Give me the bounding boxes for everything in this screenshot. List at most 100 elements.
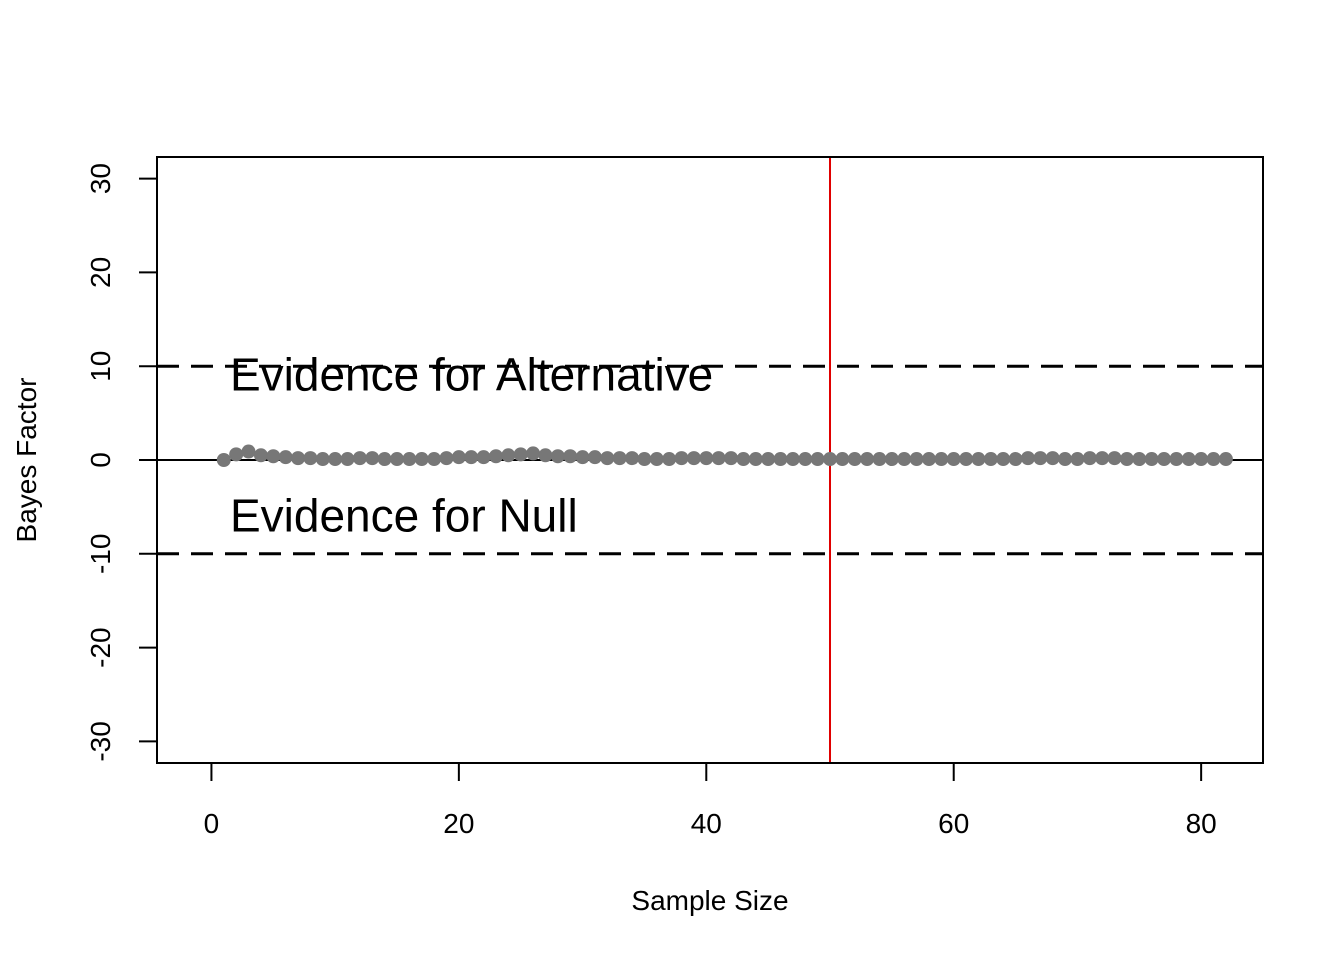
data-point bbox=[513, 447, 528, 462]
data-point bbox=[1045, 451, 1060, 466]
data-point bbox=[897, 452, 912, 467]
y-tick-label: 0 bbox=[85, 452, 116, 468]
data-point bbox=[390, 452, 405, 467]
data-point bbox=[488, 449, 503, 464]
data-point bbox=[303, 451, 318, 466]
data-point bbox=[291, 451, 306, 466]
y-axis-title: Bayes Factor bbox=[11, 378, 42, 543]
data-point bbox=[266, 449, 281, 464]
data-point bbox=[1070, 452, 1085, 467]
data-point bbox=[352, 451, 367, 466]
data-point bbox=[798, 452, 813, 467]
y-axis: -30 -20 -10 0 10 20 30 bbox=[85, 163, 158, 762]
data-point bbox=[1107, 451, 1122, 466]
data-point bbox=[674, 451, 689, 466]
data-point bbox=[526, 446, 541, 461]
data-point bbox=[959, 452, 974, 467]
data-point bbox=[550, 449, 565, 464]
data-point bbox=[649, 452, 664, 467]
data-point bbox=[1008, 452, 1023, 467]
y-tick-label: 30 bbox=[85, 163, 116, 194]
data-point bbox=[575, 450, 590, 465]
data-point bbox=[1181, 452, 1196, 467]
data-point bbox=[637, 452, 652, 467]
data-point bbox=[711, 451, 726, 466]
y-tick-label: 20 bbox=[85, 257, 116, 288]
x-axis-title: Sample Size bbox=[631, 885, 788, 916]
annotation-text: Evidence for Alternative bbox=[230, 349, 713, 401]
data-point bbox=[971, 452, 986, 467]
data-point bbox=[921, 452, 936, 467]
data-point bbox=[600, 451, 615, 466]
data-point bbox=[1206, 452, 1221, 467]
data-point bbox=[847, 452, 862, 467]
data-point bbox=[1033, 451, 1048, 466]
data-point bbox=[427, 452, 442, 467]
data-point bbox=[946, 452, 961, 467]
data-point bbox=[538, 448, 553, 463]
data-point bbox=[1058, 452, 1073, 467]
data-point bbox=[934, 452, 949, 467]
data-point bbox=[983, 452, 998, 467]
data-point bbox=[377, 452, 392, 467]
data-point bbox=[451, 450, 466, 465]
data-point bbox=[1218, 452, 1233, 467]
data-points bbox=[216, 444, 1233, 467]
data-point bbox=[501, 448, 516, 463]
data-point bbox=[563, 449, 578, 464]
data-point bbox=[996, 452, 1011, 467]
data-point bbox=[785, 452, 800, 467]
x-axis: 0 20 40 60 80 bbox=[204, 762, 1217, 839]
data-point bbox=[414, 452, 429, 467]
x-tick-label: 20 bbox=[443, 808, 474, 839]
x-tick-label: 0 bbox=[204, 808, 220, 839]
data-point bbox=[761, 452, 776, 467]
data-point bbox=[736, 452, 751, 467]
data-point bbox=[748, 452, 763, 467]
data-point bbox=[884, 452, 899, 467]
data-point bbox=[340, 452, 355, 467]
data-point bbox=[860, 452, 875, 467]
data-point bbox=[662, 452, 677, 467]
data-point bbox=[402, 452, 417, 467]
data-point bbox=[464, 450, 479, 465]
data-point bbox=[278, 450, 293, 465]
data-point bbox=[810, 452, 825, 467]
data-point bbox=[1157, 452, 1172, 467]
data-point bbox=[1169, 452, 1184, 467]
y-tick-label: -10 bbox=[85, 534, 116, 574]
x-tick-label: 80 bbox=[1186, 808, 1217, 839]
annotation-text: Evidence for Null bbox=[230, 489, 578, 541]
data-point bbox=[872, 452, 887, 467]
data-point bbox=[612, 451, 627, 466]
data-point bbox=[216, 453, 231, 467]
data-point bbox=[229, 447, 244, 462]
data-point bbox=[439, 451, 454, 466]
data-point bbox=[476, 450, 491, 465]
y-tick-label: -30 bbox=[85, 721, 116, 761]
data-point bbox=[835, 452, 850, 467]
data-point bbox=[1095, 451, 1110, 466]
data-point bbox=[909, 452, 924, 467]
data-point bbox=[1082, 451, 1097, 466]
data-point bbox=[365, 451, 380, 466]
data-point bbox=[315, 452, 330, 467]
x-tick-label: 60 bbox=[938, 808, 969, 839]
y-tick-label: -20 bbox=[85, 627, 116, 667]
x-tick-label: 40 bbox=[691, 808, 722, 839]
data-point bbox=[587, 450, 602, 465]
data-point bbox=[686, 451, 701, 466]
data-point bbox=[1119, 452, 1134, 467]
data-point bbox=[773, 452, 788, 467]
data-point bbox=[1144, 452, 1159, 467]
data-point bbox=[253, 448, 268, 463]
data-point bbox=[241, 444, 256, 459]
y-tick-label: 10 bbox=[85, 351, 116, 382]
data-point bbox=[328, 452, 343, 467]
data-point bbox=[724, 451, 739, 466]
data-point bbox=[1020, 451, 1035, 466]
data-point bbox=[1194, 452, 1209, 467]
data-point bbox=[625, 451, 640, 466]
annotations: Evidence for Alternative Evidence for Nul… bbox=[230, 349, 713, 542]
